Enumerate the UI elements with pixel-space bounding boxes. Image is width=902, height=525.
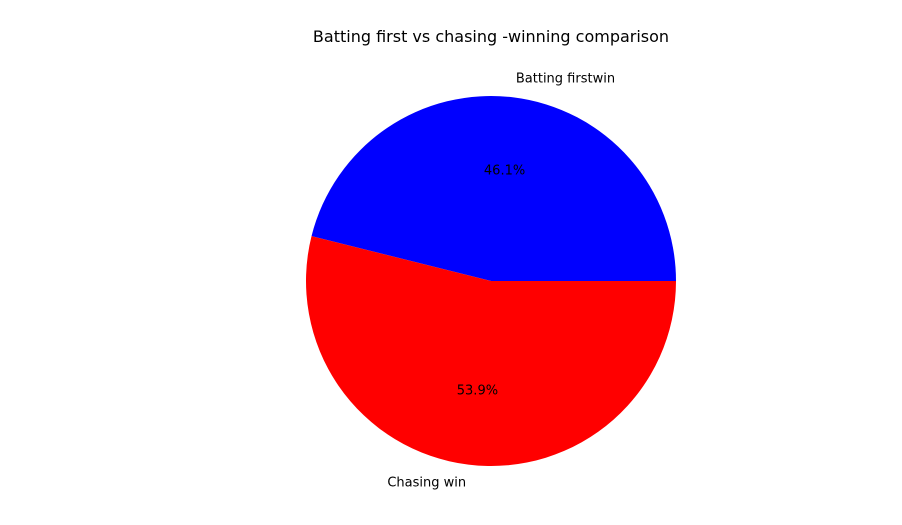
slice-percent-chasing-win: 53.9%	[457, 384, 498, 399]
pie-slice-batting-firstwin	[311, 96, 676, 282]
pie-labels: Batting firstwin 46.1% Chasing win 53.9%	[387, 72, 615, 491]
slice-label-chasing-win: Chasing win	[387, 475, 466, 490]
slice-percent-batting-firstwin: 46.1%	[484, 163, 525, 178]
slice-label-batting-firstwin: Batting firstwin	[516, 72, 615, 87]
pie-slice-chasing-win	[306, 236, 676, 467]
pie-slices	[306, 96, 676, 467]
chart-title: Batting first vs chasing -winning compar…	[313, 27, 669, 46]
